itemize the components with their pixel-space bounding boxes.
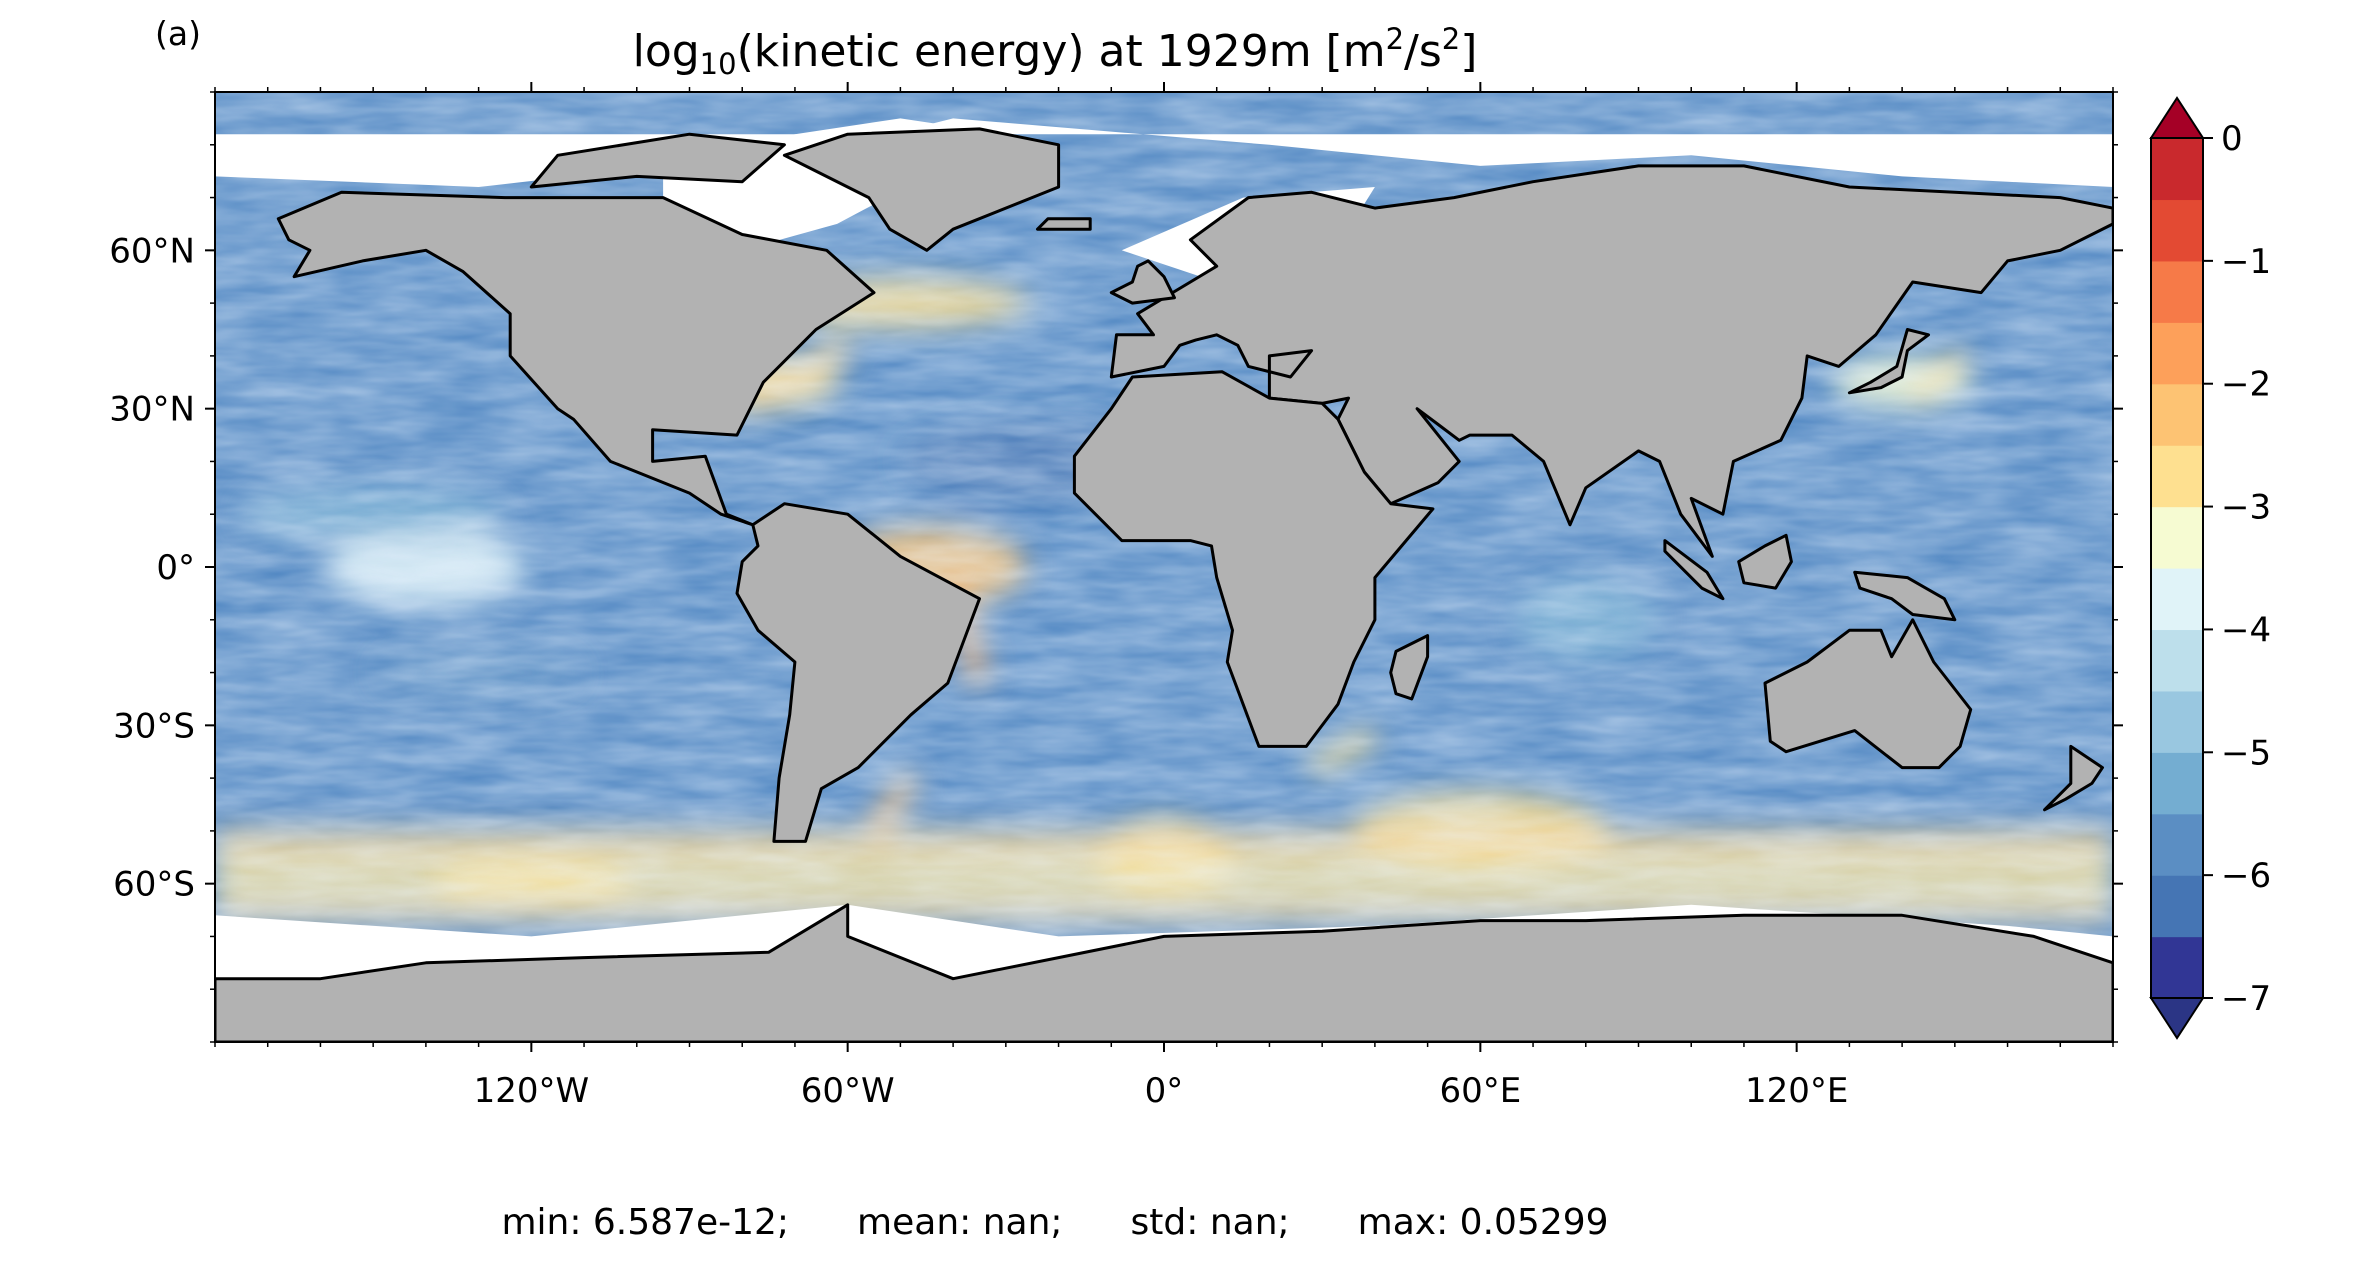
title-log-base: 10 xyxy=(699,47,737,81)
stat-max: max: 0.05299 xyxy=(1357,1202,1609,1243)
lon-tick-label: 60°W xyxy=(801,1071,895,1111)
land-south-america xyxy=(735,502,981,843)
colorbar-segment xyxy=(2151,568,2203,631)
colorbar-tick-label: −6 xyxy=(2221,856,2271,896)
colorbar-tick-label: −5 xyxy=(2221,733,2271,773)
colorbar-segment xyxy=(2151,752,2203,815)
colorbar-tick-label: −1 xyxy=(2221,242,2271,282)
colorbar-segment xyxy=(2151,383,2203,446)
colorbar-segment xyxy=(2151,322,2203,385)
title-log: log xyxy=(632,26,700,77)
lat-tick-label: 60°S xyxy=(113,865,195,905)
title-mid: /s xyxy=(1404,26,1442,77)
colorbar-segment xyxy=(2151,629,2203,692)
map-area xyxy=(215,92,2113,1042)
map-axes: 60°N 30°N 0° 30°S 60°S 120°W 60°W 0° 60°E 120°E xyxy=(109,82,2123,1111)
stat-std: std: nan; xyxy=(1130,1202,1290,1243)
colorbar-segment xyxy=(2151,260,2203,323)
colorbar-segment xyxy=(2151,138,2203,201)
land-madagascar xyxy=(1389,634,1430,701)
land-antarctica xyxy=(215,903,2113,1042)
colorbar-tick-label: −3 xyxy=(2221,488,2271,528)
colorbar-extend-high xyxy=(2149,96,2205,139)
colorbar-tick-label: −4 xyxy=(2221,610,2271,650)
title-suffix: ] xyxy=(1460,26,1478,77)
colorbar-segment xyxy=(2151,199,2203,262)
stat-min: min: 6.587e-12; xyxy=(501,1202,790,1243)
colorbar-segment xyxy=(2151,936,2203,999)
lon-tick-label: 120°E xyxy=(1745,1071,1848,1111)
land-japan xyxy=(1847,328,1930,395)
land-australia xyxy=(1763,618,1973,770)
colorbar-segment xyxy=(2151,445,2203,508)
lat-tick-label: 60°N xyxy=(109,231,195,271)
land-new-guinea xyxy=(1853,570,1957,622)
title-sup1: 2 xyxy=(1385,22,1405,56)
colorbar-tick-label: −2 xyxy=(2221,365,2271,405)
lon-tick-label: 0° xyxy=(1145,1071,1184,1111)
panel-label: (a) xyxy=(155,14,201,53)
land-borneo xyxy=(1737,533,1793,590)
colorbar-frame xyxy=(2150,137,2204,999)
lat-tick-label: 0° xyxy=(156,548,195,588)
colorbar: 0 −1 −2 −3 −4 −5 −6 −7 xyxy=(2149,96,2271,1040)
land-africa xyxy=(1072,370,1435,748)
lon-tick-label: 120°W xyxy=(474,1071,590,1111)
land-canadian-archipelago xyxy=(529,132,786,189)
colorbar-segment xyxy=(2151,506,2203,569)
land-new-zealand xyxy=(2043,744,2104,812)
plot-title: log10(kinetic energy) at 1929m [m2/s2] xyxy=(215,22,1895,81)
colorbar-tick-label: 0 xyxy=(2221,119,2243,159)
stat-mean: mean: nan; xyxy=(857,1202,1063,1243)
title-sup2: 2 xyxy=(1441,22,1461,56)
land-masses xyxy=(215,127,2113,1042)
land-iceland xyxy=(1036,217,1092,231)
land-sumatra xyxy=(1663,539,1725,601)
colorbar-segment xyxy=(2151,690,2203,753)
title-main: (kinetic energy) at 1929m [m xyxy=(736,26,1386,77)
land-greenland xyxy=(782,127,1061,252)
lat-tick-label: 30°N xyxy=(109,390,195,430)
land-british-isles xyxy=(1109,259,1176,305)
colorbar-tick-label: −7 xyxy=(2221,979,2271,1019)
colorbar-segment xyxy=(2151,875,2203,938)
colorbar-segment xyxy=(2151,813,2203,876)
colorbar-extend-low xyxy=(2149,997,2205,1040)
stats-line: min: 6.587e-12; mean: nan; std: nan; max: 0… xyxy=(215,1202,1895,1243)
lon-tick-label: 60°E xyxy=(1439,1071,1521,1111)
lat-tick-label: 30°S xyxy=(113,706,195,746)
